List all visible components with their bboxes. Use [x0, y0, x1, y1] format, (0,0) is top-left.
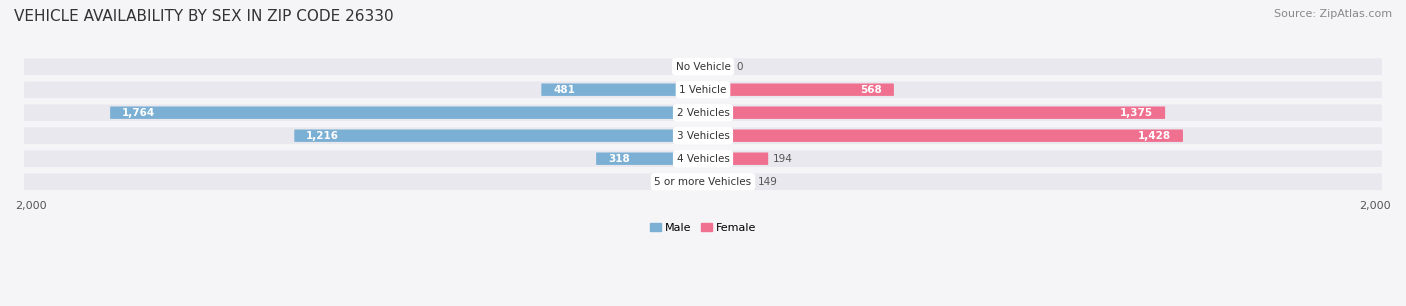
Text: 15: 15	[679, 62, 693, 72]
Text: 1,375: 1,375	[1121, 108, 1153, 118]
FancyBboxPatch shape	[541, 84, 703, 96]
Text: Source: ZipAtlas.com: Source: ZipAtlas.com	[1274, 9, 1392, 19]
FancyBboxPatch shape	[703, 106, 1166, 119]
FancyBboxPatch shape	[703, 152, 768, 165]
Text: 2 Vehicles: 2 Vehicles	[676, 108, 730, 118]
FancyBboxPatch shape	[24, 104, 1382, 121]
Text: 318: 318	[607, 154, 630, 164]
FancyBboxPatch shape	[596, 152, 703, 165]
FancyBboxPatch shape	[24, 58, 1382, 75]
Text: 0: 0	[737, 62, 744, 72]
Text: 149: 149	[758, 177, 778, 187]
FancyBboxPatch shape	[294, 129, 703, 142]
FancyBboxPatch shape	[24, 81, 1382, 98]
Text: 4 Vehicles: 4 Vehicles	[676, 154, 730, 164]
Text: 568: 568	[860, 85, 882, 95]
Text: 1,428: 1,428	[1137, 131, 1171, 141]
FancyBboxPatch shape	[24, 151, 1382, 167]
FancyBboxPatch shape	[703, 129, 1182, 142]
Legend: Male, Female: Male, Female	[645, 218, 761, 237]
FancyBboxPatch shape	[24, 127, 1382, 144]
Text: 1,216: 1,216	[307, 131, 339, 141]
FancyBboxPatch shape	[673, 176, 703, 188]
FancyBboxPatch shape	[110, 106, 703, 119]
Text: 5 or more Vehicles: 5 or more Vehicles	[654, 177, 752, 187]
FancyBboxPatch shape	[697, 61, 703, 73]
FancyBboxPatch shape	[703, 176, 754, 188]
Text: VEHICLE AVAILABILITY BY SEX IN ZIP CODE 26330: VEHICLE AVAILABILITY BY SEX IN ZIP CODE …	[14, 9, 394, 24]
Text: 1 Vehicle: 1 Vehicle	[679, 85, 727, 95]
Text: No Vehicle: No Vehicle	[675, 62, 731, 72]
Text: 1,764: 1,764	[122, 108, 155, 118]
Text: 481: 481	[553, 85, 575, 95]
FancyBboxPatch shape	[24, 174, 1382, 190]
Text: 3 Vehicles: 3 Vehicles	[676, 131, 730, 141]
FancyBboxPatch shape	[703, 84, 894, 96]
Text: 89: 89	[655, 177, 668, 187]
Text: 194: 194	[773, 154, 793, 164]
